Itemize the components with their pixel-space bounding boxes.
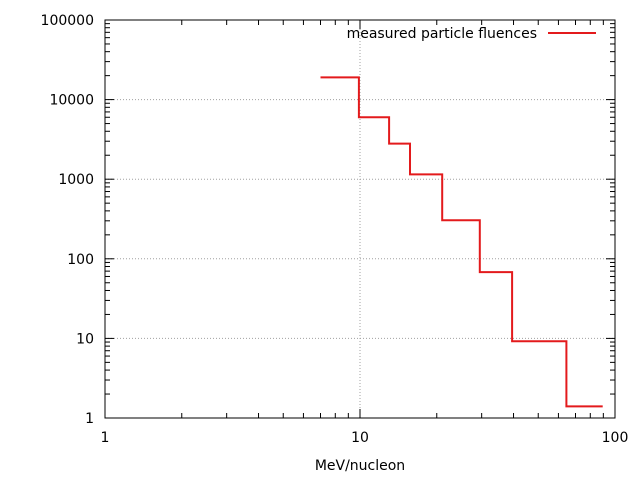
y-tick-label: 100000 (41, 13, 94, 29)
x-tick-label: 10 (351, 430, 369, 446)
plot-frame (104, 19, 616, 419)
y-tick-label: 10000 (49, 93, 94, 109)
y-tick-label: 100 (67, 252, 94, 268)
x-axis-label: MeV/nucleon (315, 458, 405, 474)
legend: measured particle fluences (347, 26, 596, 42)
y-tick-label: 10 (76, 331, 94, 347)
x-tick-label: 100 (602, 430, 629, 446)
legend-label: measured particle fluences (347, 26, 537, 42)
y-tick-label: 1000 (58, 172, 94, 188)
series-layer (320, 76, 603, 408)
series-line-measured-particle-fluences (320, 76, 603, 408)
grid-lines (105, 20, 615, 418)
tick-labels: 1 10 100 1 10 100 1000 10000 100000 (41, 13, 629, 446)
x-tick-label: 1 (101, 430, 110, 446)
y-tick-label: 1 (85, 411, 94, 427)
